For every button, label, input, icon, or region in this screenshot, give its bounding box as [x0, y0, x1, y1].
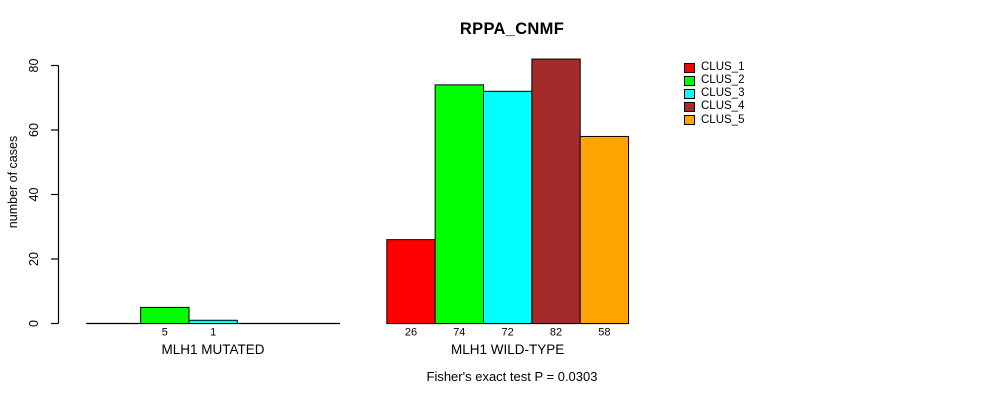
legend-swatch-icon	[684, 102, 695, 113]
footnote-fisher-test: Fisher's exact test P = 0.0303	[426, 369, 598, 384]
legend-swatch-icon	[684, 88, 695, 99]
bar-value-label: 26	[405, 327, 417, 339]
legend-item-clus_5: CLUS_5	[684, 114, 744, 127]
legend-item-clus_1: CLUS_1	[684, 61, 744, 74]
legend-item-clus_4: CLUS_4	[684, 101, 744, 114]
group-label: MLH1 MUTATED	[161, 342, 264, 357]
bar-clus_3-wild-type	[483, 90, 533, 324]
legend-swatch-icon	[684, 75, 695, 86]
bar-clus_1-wild-type	[386, 239, 436, 324]
bar-value-label: 1	[210, 327, 216, 339]
legend-item-clus_3: CLUS_3	[684, 87, 744, 100]
bar-clus_2-wild-type	[434, 84, 484, 324]
legend-swatch-icon	[684, 62, 695, 73]
y-tick-label: 80	[27, 59, 41, 73]
bar-clus_3-mutated	[188, 319, 238, 324]
bar-clus_5-wild-type	[579, 135, 630, 324]
y-tick-label: 20	[27, 252, 41, 266]
bar-clus_2-mutated	[140, 306, 190, 324]
bar-value-label: 72	[502, 327, 514, 339]
legend-label: CLUS_5	[701, 113, 745, 126]
legend-label: CLUS_1	[701, 60, 745, 73]
bar-value-label: 74	[453, 327, 465, 339]
y-tick-label: 0	[27, 320, 41, 327]
legend-label: CLUS_3	[701, 87, 745, 100]
legend-label: CLUS_2	[701, 74, 745, 87]
group-label: MLH1 WILD-TYPE	[451, 342, 564, 357]
bar-value-label: 58	[598, 327, 610, 339]
y-axis-label: number of cases	[6, 136, 20, 228]
bar-value-label: 5	[162, 327, 168, 339]
legend-label: CLUS_4	[701, 100, 745, 113]
y-tick-label: 40	[27, 188, 41, 202]
legend-swatch-icon	[684, 115, 695, 126]
bar-value-label: 82	[550, 327, 562, 339]
legend: CLUS_1 CLUS_2 CLUS_3 CLUS_4 CLUS_5	[684, 61, 744, 127]
chart-title: RPPA_CNMF	[459, 20, 565, 38]
legend-item-clus_2: CLUS_2	[684, 74, 744, 87]
y-tick-label: 60	[27, 123, 41, 137]
bar-clus_4-wild-type	[531, 58, 581, 325]
